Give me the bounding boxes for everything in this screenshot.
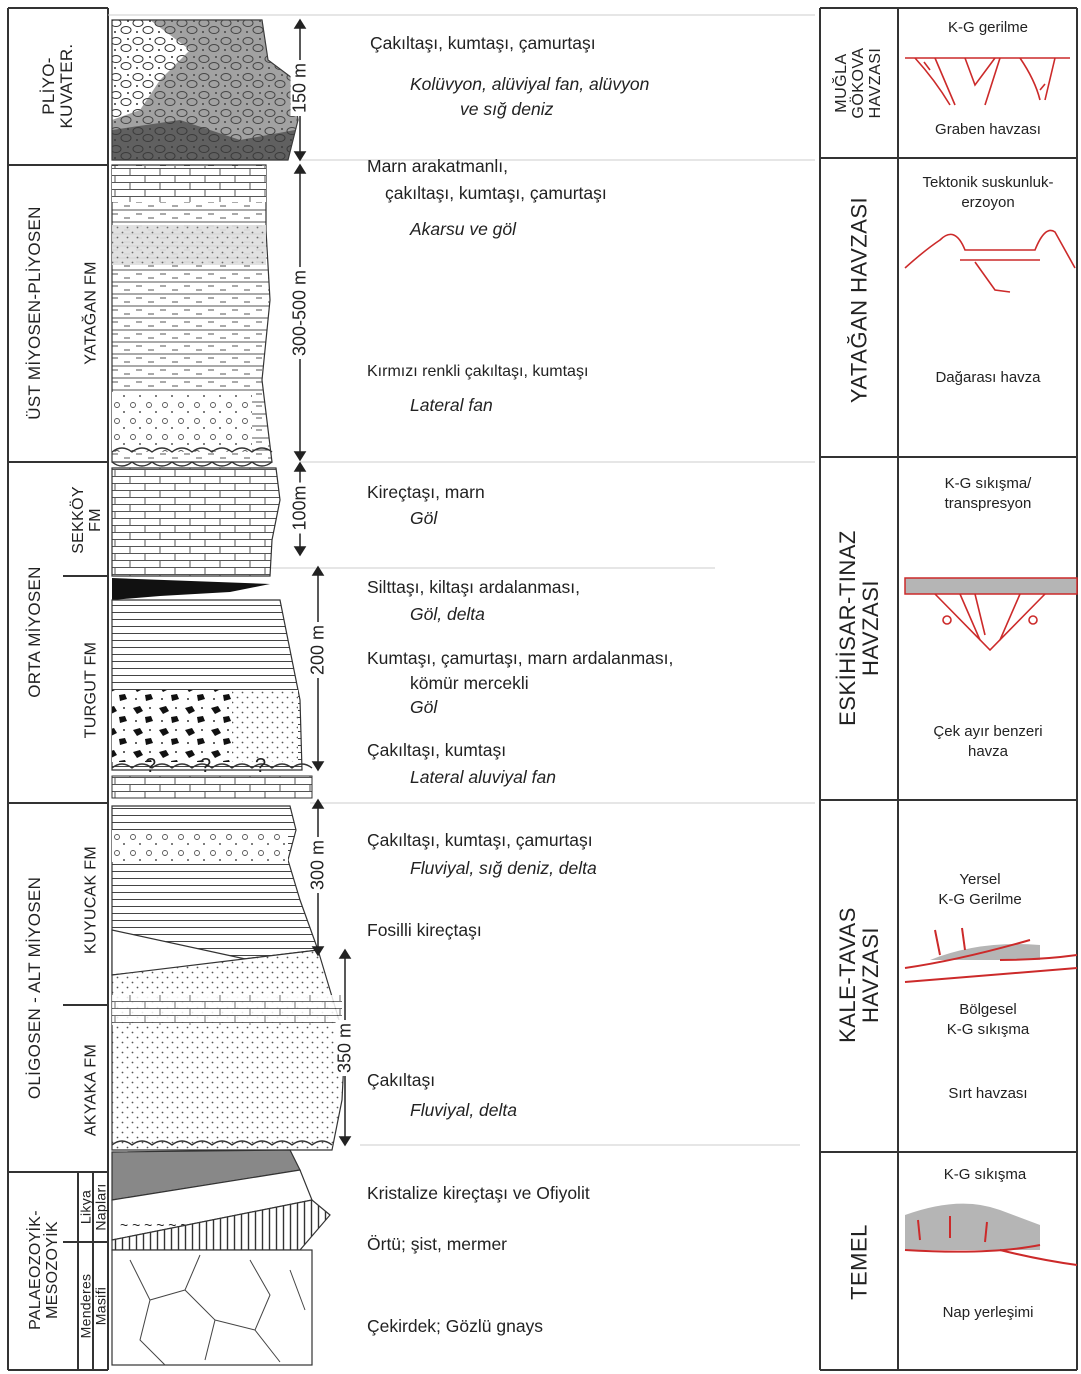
description-2b: çakıltaşı, kumtaşı, çamurtaşı [385, 183, 607, 203]
tectonic-yatagan-top: Tektonik suskunluk- erzoyon [922, 174, 1054, 211]
formation-menderes-masifi: Menderes Masifi [77, 1273, 108, 1339]
age-oligosen-alt-miyosen: OLİGOSEN - ALT MİYOSEN [25, 876, 45, 1100]
age-ust-miyosen-pliyosen: ÜST MİYOSEN-PLİYOSEN [25, 206, 45, 420]
thickness-150m: 150 m [290, 59, 310, 117]
thickness-350m: 350 m [335, 1019, 355, 1077]
formation-yatagan: YATAĞAN FM [82, 261, 100, 365]
environment-1a: Kolüvyon, alüviyal fan, alüvyon [410, 74, 650, 94]
svg-text:?: ? [255, 755, 266, 777]
environment-4: Göl [410, 508, 438, 528]
description-13: Çekirdek; Gözlü gnays [367, 1316, 544, 1336]
tectonic-temel-bottom: Nap yerleşimi [942, 1304, 1034, 1321]
description-11: Kristalize kireçtaşı ve Ofiyolit [367, 1183, 590, 1203]
svg-text:?: ? [200, 755, 211, 777]
environment-8: Fluviyal, sığ deniz, delta [410, 858, 597, 878]
formation-sekkoy: SEKKÖY FM [70, 486, 104, 554]
description-5: Silttaşı, kiltaşı ardalanması, [367, 577, 580, 597]
description-7: Çakıltaşı, kumtaşı [367, 740, 507, 760]
description-1: Çakıltaşı, kumtaşı, çamurtaşı [370, 33, 596, 53]
basin-kale-tavas: KALE-TAVAS HAVZASI [834, 907, 883, 1043]
age-orta-miyosen: ORTA MİYOSEN [25, 566, 45, 698]
environment-1b: ve sığ deniz [460, 99, 554, 119]
formation-likya-naplari: Likya Napları [77, 1183, 108, 1231]
tectonic-kale-bottom: Sırt havzası [948, 1085, 1028, 1102]
tectonic-kale-mid: Bölgesel K-G sıkışma [946, 1001, 1030, 1038]
description-6a: Kumtaşı, çamurtaşı, marn ardalanması, [367, 648, 674, 668]
description-6b: kömür mercekli [410, 673, 529, 693]
basin-yatagan: YATAĞAN HAVZASI [846, 196, 872, 404]
description-8: Çakıltaşı, kumtaşı, çamurtaşı [367, 830, 593, 850]
tectonic-mugla-bottom: Graben havzası [935, 121, 1041, 138]
tectonic-mugla-top: K-G gerilme [947, 19, 1029, 36]
tectonic-eskihisar-bottom: Çek ayır benzeri havza [933, 723, 1043, 760]
formation-akyaka: AKYAKA FM [82, 1043, 100, 1137]
age-palaeozoyik-mesozoyik: PALAEOZOYİK- MESOZOYİK [27, 1210, 61, 1330]
svg-text:?: ? [145, 755, 156, 777]
environment-6: Göl [410, 697, 438, 717]
environment-2: Akarsu ve göl [410, 219, 517, 239]
environment-7: Lateral aluviyal fan [410, 767, 556, 787]
environment-5: Göl, delta [410, 604, 485, 624]
tectonic-yatagan-bottom: Dağarası havza [935, 369, 1041, 386]
tectonic-eskihisar-top: K-G sıkışma/ transpresyon [944, 475, 1032, 512]
tectonic-kale-top: Yersel K-G Gerilme [938, 871, 1022, 908]
basin-temel: TEMEL [846, 1224, 872, 1300]
formation-kuyucak: KUYUCAK FM [82, 846, 100, 954]
environment-10: Fluviyal, delta [410, 1100, 517, 1120]
basin-eskihisar-tinaz: ESKİHİSAR-TINAZ HAVZASI [834, 530, 883, 726]
tectonic-temel-top: K-G sıkışma [943, 1166, 1027, 1183]
formation-turgut: TURGUT FM [82, 641, 100, 739]
basin-mugla-gokova: MUĞLA GÖKOVA HAVZASI [832, 47, 884, 119]
description-2a: Marn arakatmanlı, [367, 156, 509, 176]
thickness-300m: 300 m [308, 836, 328, 894]
description-10: Çakıltaşı [367, 1070, 436, 1090]
thickness-200m: 200 m [308, 621, 328, 679]
description-4: Kireçtaşı, marn [367, 482, 485, 502]
description-12: Örtü; şist, mermer [367, 1234, 508, 1254]
description-9: Fosilli kireçtaşı [367, 920, 482, 940]
age-pliyo-kuvaterner: PLİYO- KUVATER. [39, 43, 76, 129]
thickness-100m: 100m [290, 482, 310, 534]
environment-3: Lateral fan [410, 395, 493, 415]
description-3: Kırmızı renkli çakıltaşı, kumtaşı [367, 363, 589, 380]
thickness-300-500m: 300-500 m [290, 266, 310, 360]
